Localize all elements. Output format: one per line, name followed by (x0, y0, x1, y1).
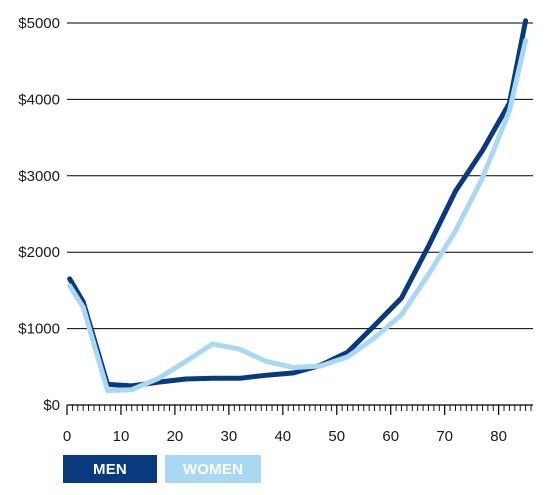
legend-item-women: WOMEN (165, 455, 261, 483)
y-tick-label: $2000 (18, 244, 60, 261)
x-tick-label: 50 (328, 428, 345, 445)
series-line-men (67, 18, 529, 389)
x-tick-label: 60 (382, 428, 399, 445)
x-tick-label: 30 (221, 428, 238, 445)
y-tick-label: $3000 (18, 168, 60, 185)
legend-label-men: MEN (93, 460, 127, 478)
y-tick-label: $1000 (18, 321, 60, 338)
x-tick-label: 0 (63, 428, 71, 445)
legend: MEN WOMEN (63, 455, 261, 483)
series-line-women (67, 38, 529, 393)
x-tick-label: 40 (274, 428, 291, 445)
gridlines (67, 22, 533, 330)
x-tick-label: 20 (167, 428, 184, 445)
x-tick-label: 10 (113, 428, 130, 445)
legend-item-men: MEN (63, 455, 157, 483)
x-axis-labels: 0 10 20 30 40 50 60 70 80 (63, 428, 507, 445)
legend-label-women: WOMEN (182, 460, 244, 478)
x-tick-label: 80 (490, 428, 507, 445)
x-tick-label: 70 (436, 428, 453, 445)
series-lines (67, 18, 529, 393)
y-axis-labels: $0 $1000 $2000 $3000 $4000 $5000 (18, 15, 60, 414)
y-tick-label: $0 (43, 397, 60, 414)
y-tick-label: $5000 (18, 15, 60, 32)
x-axis (66, 404, 533, 415)
y-tick-label: $4000 (18, 91, 60, 108)
